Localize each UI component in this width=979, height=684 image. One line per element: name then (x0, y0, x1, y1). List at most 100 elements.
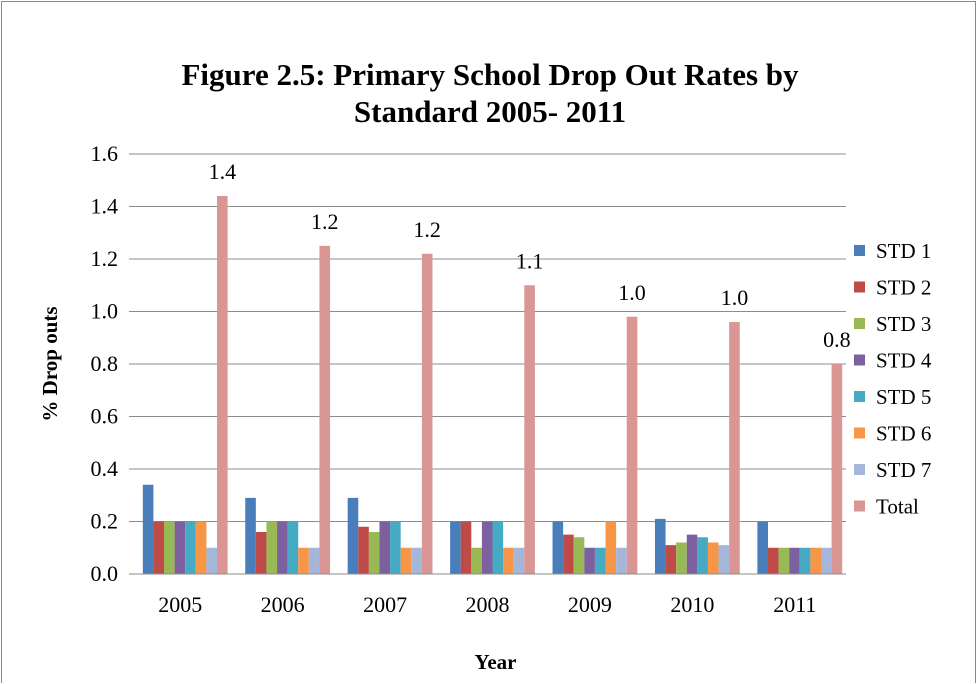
bar-std-5 (185, 521, 196, 574)
bar-std-1 (552, 521, 564, 574)
bar-std-4 (584, 547, 595, 574)
bar-std-2 (460, 521, 472, 574)
bar-std-5 (697, 537, 708, 574)
legend-swatch (854, 281, 865, 293)
y-tick-label: 0.0 (91, 561, 119, 586)
bar-std-7 (206, 547, 218, 574)
bar-std-4 (174, 521, 186, 574)
bar-total (831, 364, 843, 574)
bar-std-3 (164, 521, 175, 574)
legend-swatch (854, 464, 865, 475)
legend-label: STD 5 (876, 385, 931, 409)
bar-std-1 (347, 497, 359, 574)
bar-std-4 (277, 521, 288, 574)
bar-std-2 (767, 547, 779, 574)
legend-swatch (854, 500, 865, 512)
y-tick-label: 0.6 (91, 404, 119, 429)
gridlines (129, 153, 846, 522)
bar-std-6 (810, 547, 821, 574)
bar-total (729, 322, 740, 574)
legend-swatch (854, 318, 865, 329)
legend-swatch (854, 245, 865, 256)
total-data-label: 0.8 (823, 327, 851, 352)
x-tick-label: 2009 (568, 592, 612, 617)
bar-std-1 (245, 497, 256, 574)
bar-std-4 (481, 521, 493, 574)
bar-std-5 (492, 521, 504, 574)
bar-std-2 (563, 534, 574, 574)
y-axis-title: % Drop outs (38, 306, 62, 421)
bar-std-5 (594, 547, 606, 574)
bar-std-2 (665, 545, 677, 574)
bar-std-5 (799, 547, 811, 574)
legend-swatch (854, 427, 865, 439)
bar-std-6 (298, 547, 309, 574)
chart-title-line-2: Standard 2005- 2011 (354, 94, 626, 129)
x-tick-label: 2011 (773, 592, 816, 617)
legend-swatch (854, 354, 865, 366)
y-tick-label: 1.4 (91, 194, 119, 219)
legend-label: STD 6 (876, 422, 931, 446)
x-tick-label: 2010 (670, 592, 714, 617)
x-axis-ticks: 2005 2006 2007 2008 2009 2010 2011 (158, 592, 816, 617)
bar-std-6 (195, 521, 207, 574)
total-data-label: 1.2 (311, 209, 339, 234)
data-labels: 1.4 1.2 1.2 1.1 1.0 1.0 0.8 (209, 159, 851, 352)
bar-std-2 (153, 521, 165, 574)
bar-total (421, 253, 433, 574)
y-tick-label: 0.8 (91, 351, 119, 376)
bar-total (217, 196, 228, 574)
legend: STD 1 STD 2 STD 3 STD 4 STD 5 STD 6 STD 7 Total (854, 239, 932, 519)
bars (142, 196, 843, 574)
bar-std-1 (654, 518, 666, 574)
y-tick-label: 0.4 (91, 456, 119, 481)
total-data-label: 1.0 (618, 280, 646, 305)
bar-std-5 (287, 521, 299, 574)
bar-std-7 (411, 547, 422, 574)
bar-std-5 (390, 521, 401, 574)
legend-label: STD 7 (876, 458, 931, 482)
total-data-label: 1.0 (721, 285, 749, 310)
bar-std-7 (513, 547, 525, 574)
y-axis-ticks: 0.0 0.2 0.4 0.6 0.8 1.0 1.2 1.4 1.6 (91, 141, 119, 586)
bar-std-4 (379, 521, 391, 574)
bar-std-1 (757, 521, 768, 574)
y-tick-label: 1.2 (91, 246, 119, 271)
bar-std-6 (707, 542, 719, 574)
bar-std-6 (400, 547, 412, 574)
legend-label: Total (876, 495, 919, 519)
legend-swatch (854, 391, 865, 402)
bar-std-3 (368, 532, 380, 574)
bar-std-1 (142, 484, 154, 574)
bar-std-3 (676, 542, 687, 574)
legend-label: STD 2 (876, 276, 931, 300)
total-data-label: 1.4 (209, 159, 237, 184)
bar-std-6 (605, 521, 617, 574)
x-tick-label: 2008 (466, 592, 510, 617)
legend-label: STD 4 (876, 349, 932, 373)
x-tick-label: 2007 (363, 592, 407, 617)
bar-total (319, 245, 331, 574)
x-tick-label: 2005 (158, 592, 202, 617)
bar-std-3 (573, 537, 585, 574)
bar-std-7 (820, 547, 832, 574)
y-tick-label: 0.2 (91, 509, 119, 534)
y-tick-label: 1.0 (91, 299, 119, 324)
bar-std-3 (266, 521, 278, 574)
total-data-label: 1.1 (516, 248, 544, 273)
bar-std-3 (778, 547, 790, 574)
bar-std-7 (616, 547, 627, 574)
total-data-label: 1.2 (413, 217, 441, 242)
bar-std-7 (308, 547, 320, 574)
bar-std-1 (450, 521, 461, 574)
chart-title-line-1: Figure 2.5: Primary School Drop Out Rate… (181, 57, 799, 92)
legend-label: STD 1 (876, 239, 931, 263)
x-tick-label: 2006 (261, 592, 305, 617)
bar-std-2 (358, 526, 369, 574)
bar-std-6 (503, 547, 514, 574)
bar-total (524, 285, 535, 574)
bar-std-4 (789, 547, 800, 574)
x-axis-title: Year (475, 650, 517, 674)
